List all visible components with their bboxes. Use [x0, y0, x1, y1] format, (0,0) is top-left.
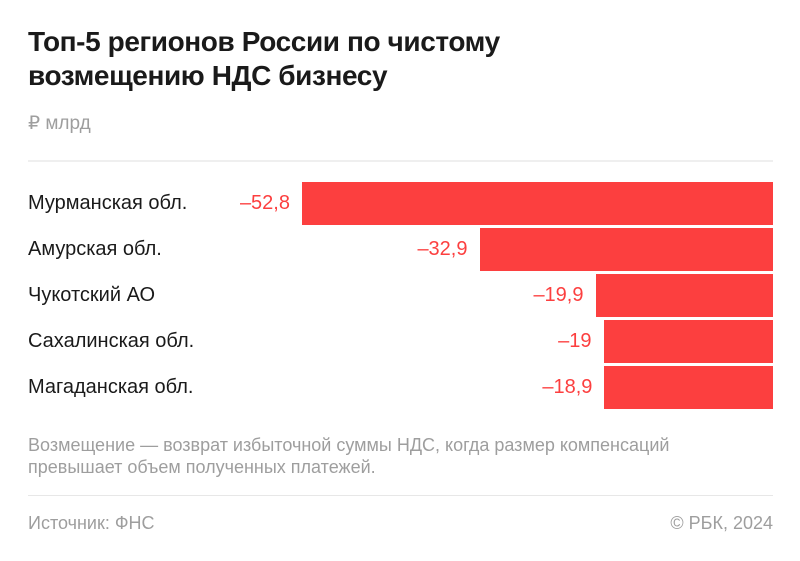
value-label: –19,9	[533, 284, 584, 306]
copyright-label: © РБК, 2024	[670, 513, 773, 533]
footer: Источник: ФНС © РБК, 2024	[28, 513, 773, 534]
bar-chart: Мурманская обл. –52,8 Амурская обл. –32,9 Чу…	[28, 182, 773, 409]
footnote-text: Возмещение — возврат избыточной суммы НД…	[28, 435, 670, 477]
chart-row: Мурманская обл. –52,8	[28, 182, 773, 225]
category-label: Мурманская обл.	[28, 192, 188, 214]
chart-row: Сахалинская обл. –19	[28, 320, 773, 363]
chart-row: Чукотский АО –19,9	[28, 274, 773, 317]
bar	[595, 274, 773, 317]
category-label: Амурская обл.	[28, 238, 162, 260]
bar	[604, 366, 773, 409]
chart-row: Магаданская обл. –18,9	[28, 366, 773, 409]
chart-title-line-1: Топ-5 регионов России по чистому	[28, 26, 500, 57]
bottom-divider	[28, 495, 773, 496]
chart-title-line-2: возмещению НДС бизнесу	[28, 60, 388, 91]
value-label: –52,8	[239, 192, 290, 214]
category-label: Сахалинская обл.	[28, 330, 195, 352]
category-label: Магаданская обл.	[28, 376, 194, 398]
chart-title: Топ-5 регионов России по чистому возмеще…	[28, 25, 773, 93]
chart-row: Амурская обл. –32,9	[28, 228, 773, 271]
value-label: –18,9	[542, 376, 593, 398]
value-label: –19	[558, 330, 592, 352]
bar	[603, 320, 773, 363]
unit-label: ₽ млрд	[28, 113, 91, 134]
category-label: Чукотский АО	[28, 284, 156, 306]
bar	[302, 182, 773, 225]
bar	[479, 228, 773, 271]
top-divider	[28, 160, 773, 162]
source-label: Источник: ФНС	[28, 513, 155, 533]
value-label: –32,9	[417, 238, 468, 260]
